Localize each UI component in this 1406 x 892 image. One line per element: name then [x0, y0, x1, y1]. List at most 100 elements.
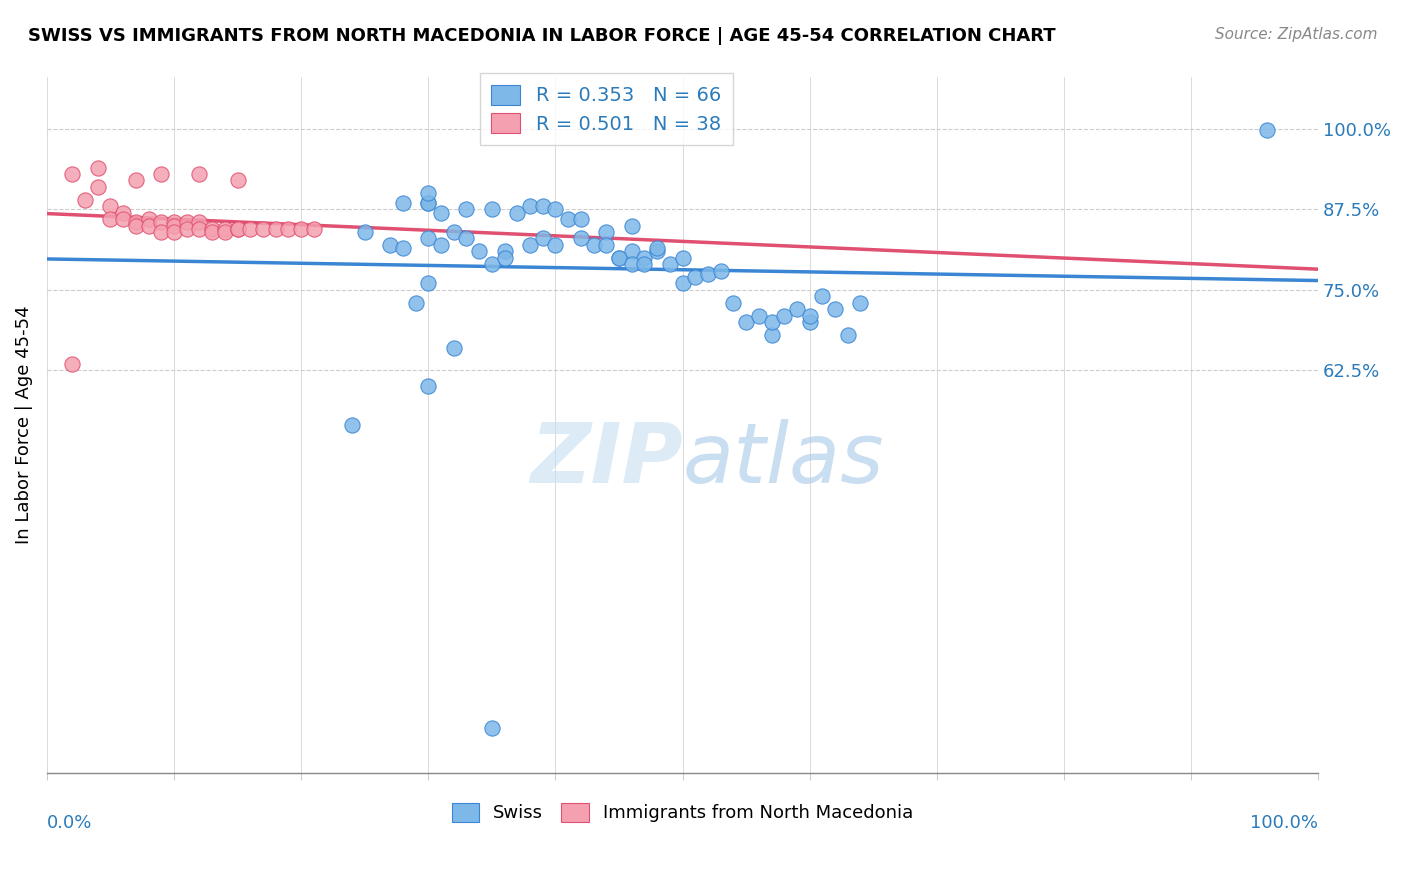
Point — [176, 221, 198, 235]
Point — [595, 237, 617, 252]
Point — [456, 231, 478, 245]
Point — [150, 215, 173, 229]
Point — [226, 221, 249, 235]
Point — [748, 309, 770, 323]
Point — [633, 257, 655, 271]
Point — [418, 277, 440, 291]
Point — [418, 231, 440, 245]
Point — [60, 357, 83, 371]
Text: 100.0%: 100.0% — [1250, 814, 1319, 832]
Point — [773, 309, 796, 323]
Point — [112, 205, 135, 219]
Point — [557, 212, 579, 227]
Point — [1256, 122, 1278, 136]
Point — [214, 221, 236, 235]
Point — [633, 251, 655, 265]
Point — [125, 173, 148, 187]
Point — [125, 215, 148, 229]
Point — [620, 257, 643, 271]
Point — [302, 221, 325, 235]
Point — [239, 221, 262, 235]
Point — [418, 379, 440, 393]
Point — [188, 221, 211, 235]
Point — [100, 212, 122, 227]
Point — [494, 251, 516, 265]
Point — [645, 241, 668, 255]
Point — [290, 221, 312, 235]
Point — [761, 328, 783, 343]
Point — [849, 295, 872, 310]
Point — [405, 295, 427, 310]
Point — [163, 215, 186, 229]
Point — [201, 225, 224, 239]
Text: atlas: atlas — [682, 419, 884, 500]
Point — [353, 225, 375, 239]
Point — [214, 225, 236, 239]
Point — [340, 418, 363, 433]
Point — [468, 244, 491, 259]
Point — [226, 221, 249, 235]
Text: Source: ZipAtlas.com: Source: ZipAtlas.com — [1215, 27, 1378, 42]
Point — [799, 309, 821, 323]
Point — [761, 315, 783, 329]
Point — [150, 167, 173, 181]
Point — [494, 244, 516, 259]
Text: SWISS VS IMMIGRANTS FROM NORTH MACEDONIA IN LABOR FORCE | AGE 45-54 CORRELATION : SWISS VS IMMIGRANTS FROM NORTH MACEDONIA… — [28, 27, 1056, 45]
Point — [418, 186, 440, 201]
Point — [443, 341, 465, 355]
Point — [277, 221, 299, 235]
Point — [620, 244, 643, 259]
Point — [138, 212, 160, 227]
Point — [531, 231, 554, 245]
Y-axis label: In Labor Force | Age 45-54: In Labor Force | Age 45-54 — [15, 306, 32, 544]
Text: 0.0%: 0.0% — [46, 814, 93, 832]
Point — [60, 167, 83, 181]
Point — [607, 251, 630, 265]
Point — [645, 244, 668, 259]
Point — [786, 302, 808, 317]
Legend: Swiss, Immigrants from North Macedonia: Swiss, Immigrants from North Macedonia — [441, 792, 924, 833]
Point — [264, 221, 287, 235]
Point — [837, 328, 859, 343]
Point — [569, 231, 592, 245]
Point — [378, 237, 401, 252]
Point — [544, 202, 567, 217]
Point — [138, 219, 160, 233]
Point — [671, 251, 693, 265]
Point — [544, 237, 567, 252]
Point — [710, 263, 733, 277]
Point — [799, 315, 821, 329]
Point — [87, 161, 110, 175]
Point — [456, 202, 478, 217]
Point — [201, 221, 224, 235]
Point — [519, 237, 541, 252]
Point — [87, 180, 110, 194]
Text: ZIP: ZIP — [530, 419, 682, 500]
Point — [569, 212, 592, 227]
Point — [176, 215, 198, 229]
Point — [531, 199, 554, 213]
Point — [226, 173, 249, 187]
Point — [811, 289, 834, 303]
Point — [735, 315, 758, 329]
Point — [481, 721, 503, 735]
Point — [519, 199, 541, 213]
Point — [163, 225, 186, 239]
Point — [100, 199, 122, 213]
Point — [443, 225, 465, 239]
Point — [418, 196, 440, 211]
Point — [824, 302, 846, 317]
Point — [252, 221, 274, 235]
Point — [150, 225, 173, 239]
Point — [683, 270, 706, 285]
Point — [481, 202, 503, 217]
Point — [392, 196, 415, 211]
Point — [582, 237, 605, 252]
Point — [430, 205, 453, 219]
Point — [392, 241, 415, 255]
Point — [620, 219, 643, 233]
Point — [418, 196, 440, 211]
Point — [658, 257, 681, 271]
Point — [73, 193, 96, 207]
Point — [697, 267, 720, 281]
